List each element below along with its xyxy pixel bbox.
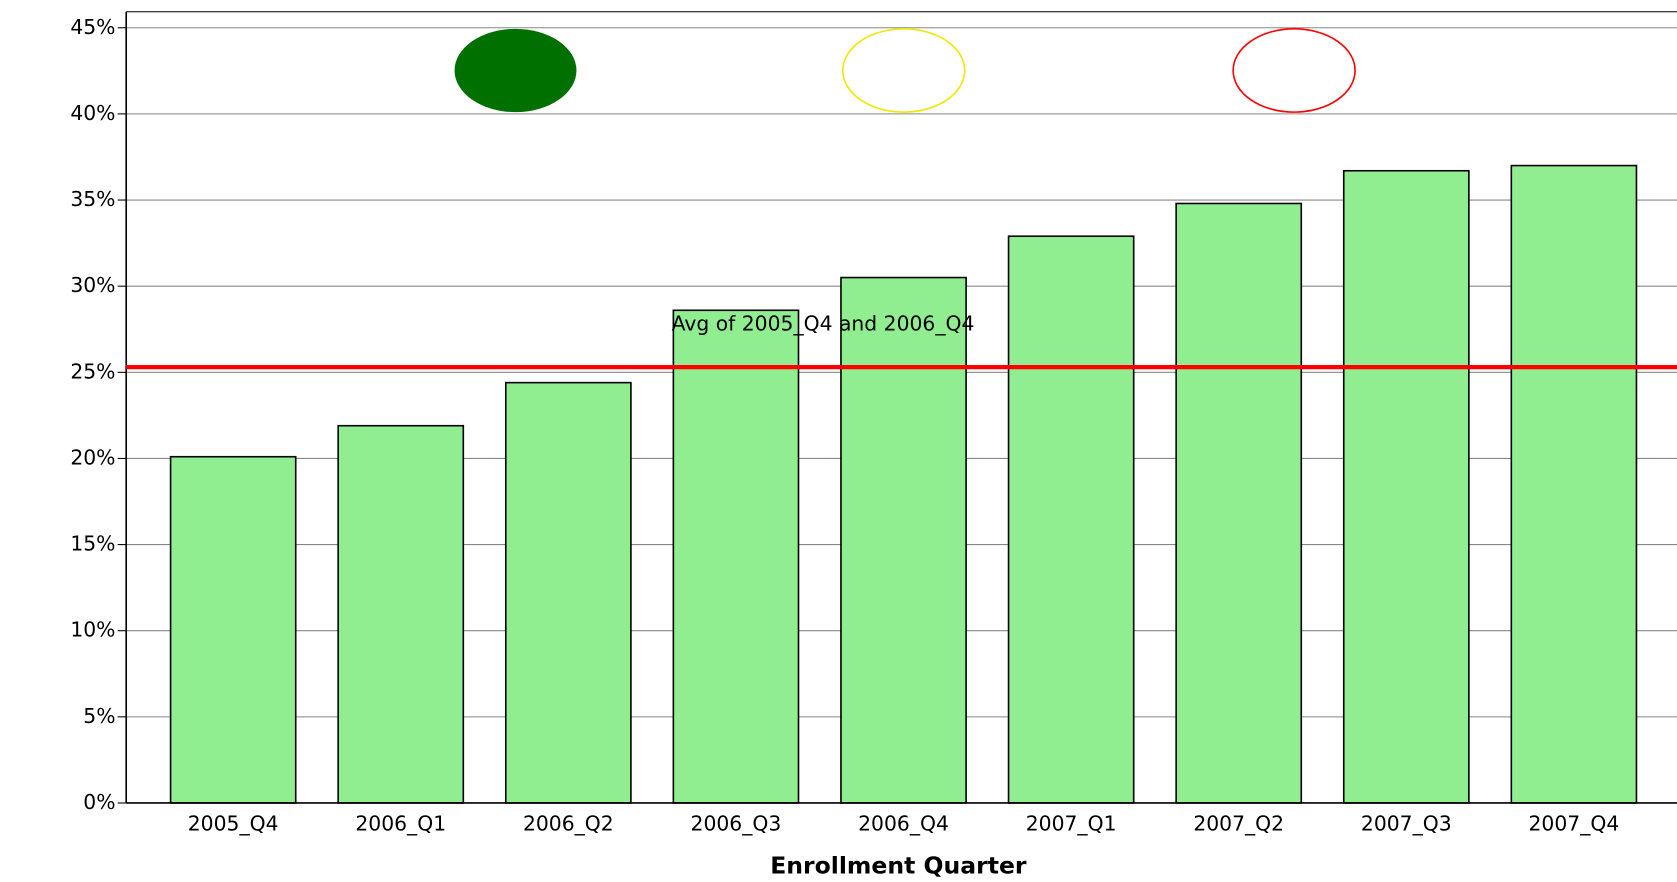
y-tick-label: 30% — [70, 273, 115, 297]
x-tick-label: 2005_Q4 — [188, 811, 279, 836]
bar — [1510, 164, 1638, 804]
bar — [504, 381, 632, 804]
y-tick-label: 5% — [83, 704, 115, 728]
x-tick-label: 2006_Q3 — [691, 811, 782, 836]
y-tick-label: 35% — [70, 187, 115, 211]
y-tick-label: 45% — [70, 15, 115, 39]
x-tick-label: 2007_Q4 — [1529, 811, 1620, 836]
x-tick-label: 2006_Q2 — [523, 811, 614, 836]
bar — [1175, 202, 1303, 804]
bar — [337, 424, 465, 804]
bar — [1007, 235, 1135, 804]
y-tick-label: 20% — [70, 445, 115, 469]
status-indicator-red — [1232, 28, 1356, 113]
x-tick-label: 2006_Q4 — [858, 811, 949, 836]
bar — [169, 455, 297, 804]
x-tick-label: 2007_Q1 — [1026, 811, 1117, 836]
x-tick-label: 2006_Q1 — [355, 811, 446, 836]
y-tick-label: 25% — [70, 359, 115, 383]
bar — [672, 309, 800, 804]
reference-label: Avg of 2005_Q4 and 2006_Q4 — [672, 311, 975, 336]
x-tick-label: 2007_Q2 — [1193, 811, 1284, 836]
y-tick-label: 15% — [70, 532, 115, 556]
x-axis-title: Enrollment Quarter — [770, 852, 1027, 880]
bar — [840, 276, 967, 804]
x-tick-label: 2007_Q3 — [1361, 811, 1452, 836]
y-tick-label: 0% — [83, 790, 115, 814]
status-indicator-green — [454, 28, 577, 113]
y-tick-label: 10% — [70, 618, 115, 642]
y-tick-label: 40% — [70, 101, 115, 125]
status-indicator-yellow — [841, 28, 966, 113]
bar — [1342, 169, 1470, 804]
